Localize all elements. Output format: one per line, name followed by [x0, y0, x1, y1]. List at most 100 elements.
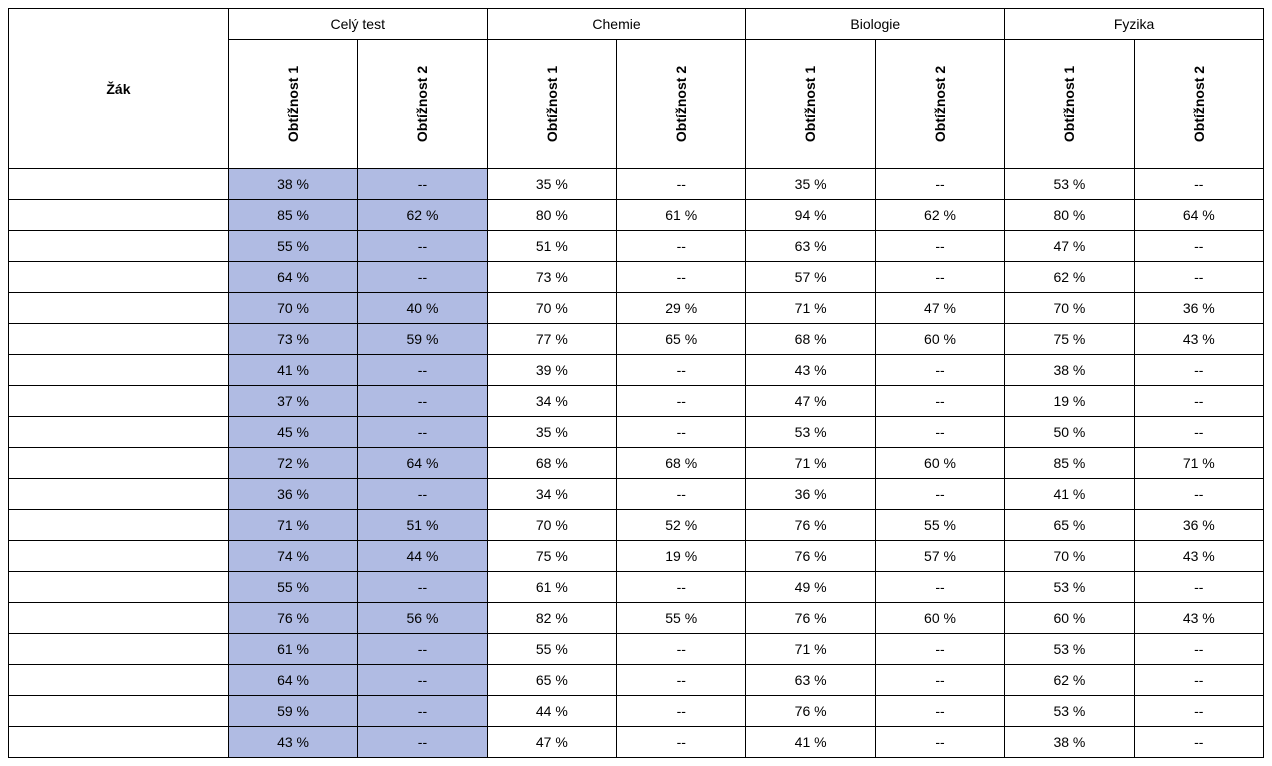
value-cell: 65 % [1005, 510, 1134, 541]
value-cell: 70 % [487, 293, 616, 324]
table-row: 64 %--73 %--57 %--62 %-- [9, 262, 1264, 293]
value-cell: 44 % [358, 541, 487, 572]
value-cell: 70 % [1005, 293, 1134, 324]
value-cell: 61 % [617, 200, 746, 231]
table-row: 55 %--61 %--49 %--53 %-- [9, 572, 1264, 603]
value-cell: 47 % [875, 293, 1004, 324]
value-cell: 71 % [1134, 448, 1263, 479]
value-cell: -- [875, 169, 1004, 200]
sub-header: Obtížnost 1 [487, 40, 616, 169]
value-cell: -- [358, 417, 487, 448]
value-cell: 47 % [746, 386, 875, 417]
table-row: 72 %64 %68 %68 %71 %60 %85 %71 % [9, 448, 1264, 479]
value-cell: 65 % [617, 324, 746, 355]
value-cell: -- [1134, 665, 1263, 696]
value-cell: -- [875, 479, 1004, 510]
value-cell: -- [358, 169, 487, 200]
value-cell: -- [875, 262, 1004, 293]
value-cell: -- [617, 665, 746, 696]
value-cell: 73 % [487, 262, 616, 293]
table-row: 45 %--35 %--53 %--50 %-- [9, 417, 1264, 448]
value-cell: 53 % [1005, 696, 1134, 727]
value-cell: 64 % [228, 262, 357, 293]
value-cell: -- [617, 572, 746, 603]
value-cell: 60 % [875, 324, 1004, 355]
value-cell: 47 % [487, 727, 616, 758]
value-cell: 19 % [617, 541, 746, 572]
table-row: 71 %51 %70 %52 %76 %55 %65 %36 % [9, 510, 1264, 541]
value-cell: 70 % [228, 293, 357, 324]
sub-header: Obtížnost 1 [746, 40, 875, 169]
value-cell: 29 % [617, 293, 746, 324]
value-cell: 53 % [1005, 572, 1134, 603]
value-cell: 43 % [228, 727, 357, 758]
value-cell: -- [358, 727, 487, 758]
value-cell: -- [1134, 696, 1263, 727]
value-cell: -- [358, 386, 487, 417]
value-cell: -- [875, 634, 1004, 665]
value-cell: 43 % [1134, 541, 1263, 572]
table-row: 59 %--44 %--76 %--53 %-- [9, 696, 1264, 727]
table-row: 43 %--47 %--41 %--38 %-- [9, 727, 1264, 758]
table-row: 38 %--35 %--35 %--53 %-- [9, 169, 1264, 200]
value-cell: 75 % [487, 541, 616, 572]
value-cell: -- [358, 479, 487, 510]
value-cell: 35 % [487, 169, 616, 200]
value-cell: 53 % [746, 417, 875, 448]
value-cell: 76 % [746, 603, 875, 634]
value-cell: 37 % [228, 386, 357, 417]
student-cell [9, 231, 229, 262]
value-cell: 71 % [228, 510, 357, 541]
value-cell: 36 % [746, 479, 875, 510]
value-cell: 40 % [358, 293, 487, 324]
row-header-label: Žák [9, 9, 229, 169]
student-cell [9, 200, 229, 231]
value-cell: 34 % [487, 386, 616, 417]
value-cell: 39 % [487, 355, 616, 386]
student-cell [9, 634, 229, 665]
table-row: 74 %44 %75 %19 %76 %57 %70 %43 % [9, 541, 1264, 572]
value-cell: 55 % [487, 634, 616, 665]
value-cell: 51 % [487, 231, 616, 262]
value-cell: -- [875, 665, 1004, 696]
value-cell: 71 % [746, 293, 875, 324]
value-cell: -- [358, 262, 487, 293]
value-cell: 72 % [228, 448, 357, 479]
group-header: Celý test [228, 9, 487, 40]
table-row: 36 %--34 %--36 %--41 %-- [9, 479, 1264, 510]
value-cell: 85 % [228, 200, 357, 231]
value-cell: 45 % [228, 417, 357, 448]
value-cell: 59 % [228, 696, 357, 727]
student-cell [9, 603, 229, 634]
value-cell: -- [1134, 572, 1263, 603]
table-row: 85 %62 %80 %61 %94 %62 %80 %64 % [9, 200, 1264, 231]
value-cell: 63 % [746, 665, 875, 696]
value-cell: 76 % [746, 541, 875, 572]
value-cell: 68 % [746, 324, 875, 355]
value-cell: -- [617, 696, 746, 727]
value-cell: 64 % [1134, 200, 1263, 231]
value-cell: -- [1134, 634, 1263, 665]
value-cell: 43 % [1134, 603, 1263, 634]
value-cell: 82 % [487, 603, 616, 634]
value-cell: 55 % [875, 510, 1004, 541]
value-cell: -- [875, 727, 1004, 758]
value-cell: -- [358, 231, 487, 262]
value-cell: 19 % [1005, 386, 1134, 417]
value-cell: 53 % [1005, 169, 1134, 200]
sub-header: Obtížnost 2 [617, 40, 746, 169]
student-cell [9, 665, 229, 696]
value-cell: 57 % [746, 262, 875, 293]
table-body: 38 %--35 %--35 %--53 %--85 %62 %80 %61 %… [9, 169, 1264, 758]
value-cell: 62 % [875, 200, 1004, 231]
value-cell: 76 % [746, 510, 875, 541]
student-cell [9, 479, 229, 510]
value-cell: 38 % [228, 169, 357, 200]
value-cell: 60 % [875, 603, 1004, 634]
table-row: 37 %--34 %--47 %--19 %-- [9, 386, 1264, 417]
table-row: 73 %59 %77 %65 %68 %60 %75 %43 % [9, 324, 1264, 355]
value-cell: 63 % [746, 231, 875, 262]
value-cell: 64 % [358, 448, 487, 479]
student-cell [9, 169, 229, 200]
header-row-groups: Žák Celý test Chemie Biologie Fyzika [9, 9, 1264, 40]
